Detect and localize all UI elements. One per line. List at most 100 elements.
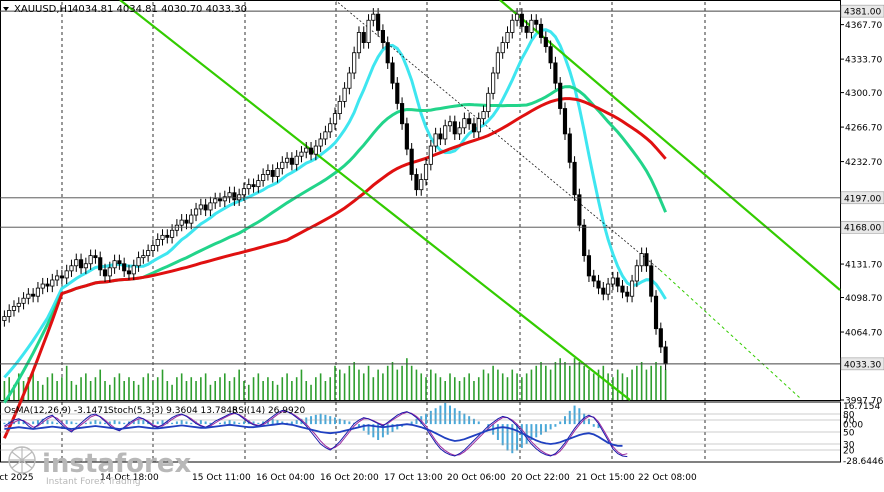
- candle-body: [629, 280, 635, 297]
- candle-body: [198, 204, 203, 210]
- horizontal-levels: 4381.00 4197.00 4168.00 4033.30: [0, 4, 884, 371]
- candle-body: [55, 275, 60, 281]
- candle-body: [289, 157, 294, 165]
- candle-body: [261, 174, 266, 181]
- candle-body: [658, 328, 663, 348]
- candle-body: [625, 291, 630, 297]
- candle-body: [529, 19, 534, 33]
- indicator-tick-label: -28.6446: [843, 457, 884, 467]
- level-tag-label: 4197.00: [844, 194, 881, 204]
- candle-body: [308, 147, 314, 155]
- candle-body: [179, 219, 184, 226]
- rsi-line: [4, 422, 623, 447]
- candle-body: [16, 302, 21, 307]
- price-tick-label: 4266.70: [845, 124, 882, 134]
- candle-body: [591, 275, 596, 282]
- indicator-tick-label: 70: [843, 417, 855, 427]
- price-tick-label: 3997.70: [845, 397, 882, 407]
- price-tick-label: 4300.70: [845, 89, 882, 99]
- candle-body: [217, 198, 223, 202]
- candles: [2, 8, 668, 370]
- candle-body: [553, 62, 558, 84]
- candle-body: [2, 316, 7, 321]
- time-label: 22 Oct 08:00: [638, 473, 697, 483]
- stoch-label: Stoch(5,3,3) 9.3604 13.7848: [108, 406, 238, 416]
- candle-body: [443, 125, 448, 140]
- candle-body: [203, 204, 208, 211]
- candle-body: [64, 270, 69, 279]
- candle-body: [189, 214, 194, 224]
- level-tag-box: [840, 357, 884, 371]
- candle-body: [572, 161, 577, 196]
- candle-body: [447, 121, 453, 127]
- candle-body: [275, 167, 280, 177]
- candle-body: [347, 72, 352, 89]
- candle-body: [31, 293, 36, 297]
- candle-body: [304, 147, 309, 153]
- candle-body: [644, 253, 649, 267]
- candle-body: [452, 121, 457, 135]
- candle-body: [400, 103, 405, 125]
- indicator-tick-label: 50: [843, 429, 855, 439]
- header: XAUUSD,H1 4034.81 4034.81 4030.70 4033.3…: [3, 4, 247, 15]
- candle-body: [519, 13, 524, 27]
- candle-body: [332, 113, 338, 125]
- candle-body: [165, 234, 170, 238]
- indicator-tick-label: 16.7154: [843, 402, 880, 412]
- time-label: 20 Oct 22:00: [511, 473, 570, 483]
- candle-body: [534, 19, 539, 25]
- candle-body: [126, 270, 132, 275]
- candle-body: [59, 275, 64, 279]
- price-tick-label: 4131.70: [845, 261, 882, 271]
- price-tick-label: 4064.70: [845, 329, 882, 339]
- candle-body: [500, 42, 505, 54]
- candle-body: [45, 283, 50, 287]
- level-tag-box: [840, 191, 884, 205]
- candle-body: [390, 62, 395, 84]
- candle-body: [601, 287, 606, 295]
- candle-body: [562, 108, 568, 135]
- channel-upper-line: [499, 0, 841, 291]
- candle-body: [150, 245, 156, 251]
- instaforex-logo-icon: [8, 446, 36, 474]
- candle-body: [582, 224, 587, 257]
- candle-body: [524, 25, 529, 33]
- candle-body: [78, 259, 84, 269]
- level-tag: 4197.00: [840, 191, 884, 205]
- level-tag-box: [840, 4, 884, 18]
- candle-body: [69, 265, 74, 272]
- candle-body: [409, 148, 414, 175]
- price-axis: 4367.70 4333.70 4300.70 4266.70 4232.70 4131.…: [840, 21, 884, 467]
- symbol-label: XAUUSD,H1: [14, 4, 73, 15]
- candle-body: [251, 184, 256, 188]
- candle-body: [285, 157, 290, 163]
- candle-body: [462, 118, 467, 129]
- candle-body: [174, 224, 179, 231]
- dropdown-triangle-icon[interactable]: [3, 7, 9, 11]
- ma-slow-line: [3, 97, 667, 439]
- candle-body: [467, 118, 472, 125]
- candle-body: [50, 279, 55, 287]
- brand-name: instaforex: [42, 449, 192, 479]
- candle-body: [649, 265, 654, 297]
- candle-body: [620, 285, 625, 293]
- time-label: 16 Oct 04:00: [256, 473, 315, 483]
- indicator-tick-label: 30: [843, 441, 855, 451]
- candle-body: [74, 259, 79, 267]
- candle-body: [256, 180, 261, 188]
- level-tag: 4033.30: [840, 357, 884, 371]
- candle-body: [280, 161, 285, 169]
- candle-body: [241, 188, 247, 196]
- level-tag-label: 4381.00: [844, 8, 881, 18]
- rsi-label: RSI(14) 26.9920: [232, 406, 305, 416]
- indicator-header: OsMA(12,26,9) -3.1471 Stoch(5,3,3) 9.360…: [4, 406, 305, 416]
- candle-body: [122, 263, 127, 272]
- candle-body: [270, 170, 275, 177]
- candle-body: [112, 260, 117, 269]
- candle-body: [141, 255, 146, 259]
- candle-body: [361, 32, 366, 43]
- candle-body: [419, 179, 424, 191]
- candle-body: [318, 138, 323, 147]
- candle-body: [184, 219, 189, 224]
